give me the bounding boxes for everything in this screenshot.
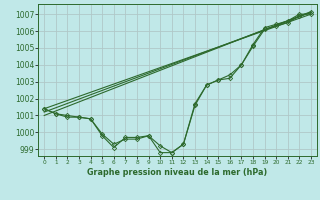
X-axis label: Graphe pression niveau de la mer (hPa): Graphe pression niveau de la mer (hPa) (87, 168, 268, 177)
